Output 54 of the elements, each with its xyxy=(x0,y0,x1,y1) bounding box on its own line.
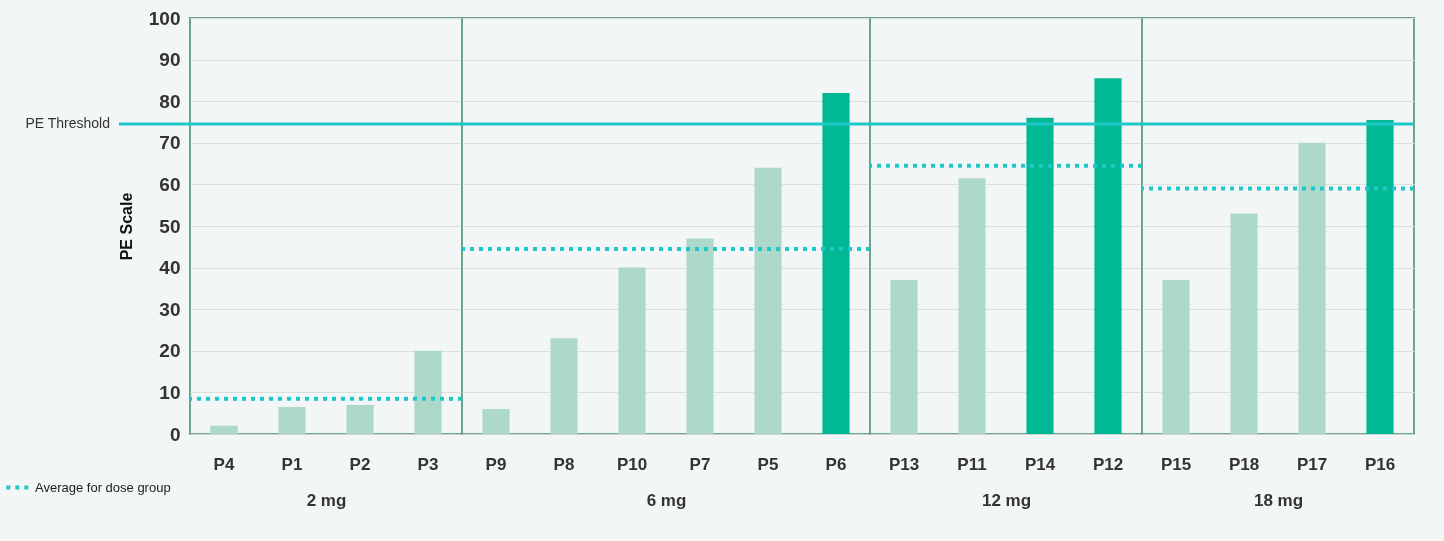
y-tick-label: 50 xyxy=(159,215,181,237)
y-tick-label: 60 xyxy=(159,173,181,195)
bar xyxy=(210,425,238,434)
y-tick-label: 90 xyxy=(159,49,181,71)
bar xyxy=(958,178,986,434)
x-tick-label: P12 xyxy=(1092,454,1124,474)
x-tick-label: P7 xyxy=(689,454,711,474)
x-tick-label: P16 xyxy=(1364,454,1396,474)
bar xyxy=(618,267,646,434)
y-axis-title: PE Scale xyxy=(117,192,135,261)
bar xyxy=(414,350,442,434)
x-tick-label: P11 xyxy=(957,454,987,474)
ref-line-label: PE Threshold xyxy=(25,115,110,132)
bar xyxy=(482,409,510,434)
bar xyxy=(346,404,374,434)
bar xyxy=(1230,213,1258,434)
y-tick-label: 40 xyxy=(159,257,181,279)
y-tick-label: 20 xyxy=(159,340,181,362)
bar xyxy=(278,406,306,434)
x-tick-label: P9 xyxy=(485,454,507,474)
y-tick-label: 10 xyxy=(159,381,181,403)
x-tick-label: P6 xyxy=(825,454,847,474)
x-axis-title: 12 mg xyxy=(981,490,1032,510)
x-axis-title: 2 mg xyxy=(306,490,347,510)
x-tick-label: P8 xyxy=(553,454,575,474)
y-tick-label: 70 xyxy=(159,132,181,154)
bar xyxy=(754,167,782,434)
bar xyxy=(1298,142,1326,434)
x-tick-label: P13 xyxy=(888,454,920,474)
y-tick-label: 0 xyxy=(169,423,181,445)
legend-label: Average for dose group xyxy=(35,479,171,495)
x-tick-label: P14 xyxy=(1024,454,1056,474)
x-tick-label: P3 xyxy=(417,454,439,474)
y-tick-label: 100 xyxy=(148,7,181,29)
bar xyxy=(1162,280,1190,434)
bar xyxy=(1094,78,1122,434)
x-axis-title: 18 mg xyxy=(1253,490,1304,510)
bar xyxy=(686,238,714,434)
bar xyxy=(1026,117,1054,434)
x-tick-label: P1 xyxy=(281,454,303,474)
x-tick-label: P2 xyxy=(349,454,371,474)
x-tick-label: P15 xyxy=(1160,454,1192,474)
x-tick-label: P4 xyxy=(213,454,235,474)
y-tick-label: 30 xyxy=(159,298,181,320)
x-tick-label: P17 xyxy=(1296,454,1328,474)
x-tick-label: P10 xyxy=(616,454,648,474)
bar xyxy=(550,338,578,434)
y-tick-label: 80 xyxy=(159,90,181,112)
bar xyxy=(822,92,850,434)
bar xyxy=(1366,119,1394,434)
x-axis-title: 6 mg xyxy=(646,490,687,510)
bar xyxy=(890,280,918,434)
x-tick-label: P18 xyxy=(1228,454,1260,474)
x-tick-label: P5 xyxy=(757,454,779,474)
